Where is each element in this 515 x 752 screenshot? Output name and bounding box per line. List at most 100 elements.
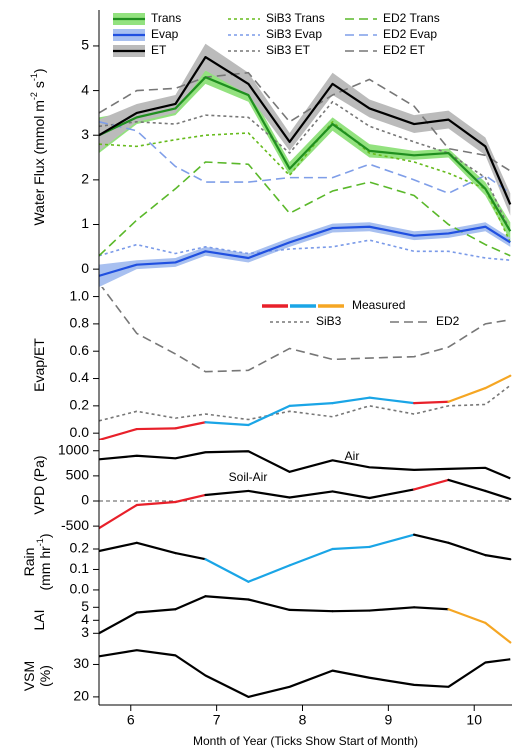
legend-label: Evap xyxy=(151,27,179,41)
y-axis-label-part: ) xyxy=(31,68,47,73)
panel xyxy=(99,533,512,583)
line-segment xyxy=(247,404,291,427)
legend-label: ET xyxy=(151,43,167,57)
y-tick-label: 20 xyxy=(73,688,89,704)
legend-label: SiB3 xyxy=(316,314,342,328)
y-tick-label: 30 xyxy=(73,655,89,671)
y-axis-label: LAI xyxy=(31,609,47,630)
y-tick-label: 5 xyxy=(81,598,89,614)
y-tick-label: 0.0 xyxy=(70,424,90,440)
line-segment xyxy=(204,558,250,583)
line-segment xyxy=(99,503,138,530)
y-axis-label-part: -2 xyxy=(29,92,39,100)
line-segment xyxy=(135,500,177,507)
y-axis-label-part: VSM xyxy=(21,661,37,691)
y-axis-label-part: s xyxy=(31,81,47,92)
line xyxy=(99,450,511,480)
y-tick-label: 2 xyxy=(81,171,89,187)
x-tick-label: 6 xyxy=(127,712,135,728)
x-tick-label: 7 xyxy=(213,712,221,728)
line-segment xyxy=(288,490,334,499)
line-segment xyxy=(135,427,177,431)
line-segment xyxy=(368,488,416,500)
y-axis-label-part: (mm hr xyxy=(37,546,53,591)
panel xyxy=(99,450,512,530)
line-segment xyxy=(247,489,291,499)
line xyxy=(99,649,511,698)
y-tick-label: 1 xyxy=(81,215,89,231)
line-segment xyxy=(331,396,371,405)
y-axis-label: VPD (Pa) xyxy=(31,455,47,514)
x-tick-label: 8 xyxy=(299,712,307,728)
line-segment xyxy=(135,608,177,614)
legend-label: SiB3 Evap xyxy=(266,27,322,41)
y-tick-label: 0.2 xyxy=(70,397,90,413)
y-axis-label-part: LAI xyxy=(31,609,47,630)
line xyxy=(101,287,511,373)
line xyxy=(99,225,511,277)
y-tick-label: 0 xyxy=(81,492,89,508)
y-axis-label-part: (%) xyxy=(37,665,53,687)
line-segment xyxy=(174,595,207,611)
panel xyxy=(99,43,512,287)
y-tick-label: 5 xyxy=(81,37,89,53)
y-tick-label: -500 xyxy=(61,517,89,533)
line-segment xyxy=(413,533,450,544)
legend-label: SiB3 Trans xyxy=(266,11,325,25)
line-segment xyxy=(484,621,512,644)
line-segment xyxy=(447,541,487,557)
line xyxy=(99,121,511,195)
line-segment xyxy=(99,541,138,553)
line xyxy=(99,239,511,262)
series-label: Air xyxy=(345,449,360,463)
line xyxy=(99,384,511,422)
legend-label: ED2 ET xyxy=(383,43,426,57)
line-segment xyxy=(484,374,512,390)
line-segment xyxy=(288,608,334,613)
line-segment xyxy=(368,606,416,612)
line-segment xyxy=(447,608,487,625)
uncertainty-band xyxy=(99,43,511,216)
line-segment xyxy=(331,609,371,613)
y-axis-label-part: Evap/ET xyxy=(31,338,47,392)
line xyxy=(99,121,512,243)
y-tick-label: 0 xyxy=(81,260,89,276)
x-tick-label: 10 xyxy=(466,712,482,728)
panel xyxy=(99,649,511,698)
line-segment xyxy=(368,533,416,549)
line-segment xyxy=(204,595,250,601)
y-axis-label-part: Water Flux (mmol m xyxy=(31,100,47,225)
line-segment xyxy=(174,551,207,561)
line-segment xyxy=(447,386,487,403)
legend-label: SiB3 ET xyxy=(266,43,311,57)
x-tick-label: 9 xyxy=(384,712,392,728)
y-axis-label: (%) xyxy=(37,665,53,687)
y-tick-label: 3 xyxy=(81,126,89,142)
line-segment xyxy=(204,421,250,427)
y-axis-label-part: -1 xyxy=(29,73,39,81)
legend-label: ED2 xyxy=(436,314,460,328)
line-segment xyxy=(368,396,416,405)
line-segment xyxy=(331,490,371,500)
line-segment xyxy=(204,489,250,497)
line-segment xyxy=(413,606,450,611)
legend-label: Trans xyxy=(151,11,181,25)
y-tick-label: 0.1 xyxy=(70,560,90,576)
line-segment xyxy=(413,400,450,405)
line-segment xyxy=(99,427,138,440)
panel xyxy=(99,595,512,644)
y-tick-label: 1000 xyxy=(58,441,89,457)
y-tick-label: 0.2 xyxy=(70,540,90,556)
line-segment xyxy=(413,478,450,491)
y-tick-label: 0.4 xyxy=(70,369,90,385)
y-axis-label: (mm hr-1) xyxy=(35,533,52,590)
panel xyxy=(99,287,512,440)
y-axis-label: Rain xyxy=(21,548,37,577)
y-tick-label: 0.8 xyxy=(70,315,90,331)
y-tick-label: 4 xyxy=(81,611,89,627)
line-segment xyxy=(484,554,512,561)
line-segment xyxy=(484,489,512,501)
line xyxy=(99,71,511,172)
uncertainty-band xyxy=(99,222,511,287)
